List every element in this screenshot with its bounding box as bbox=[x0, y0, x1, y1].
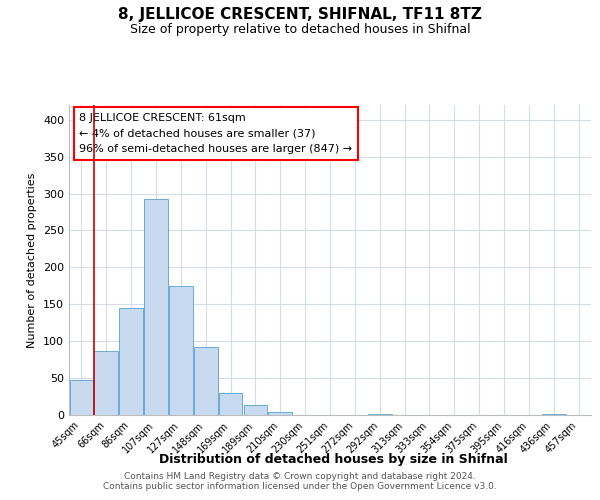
Text: Distribution of detached houses by size in Shifnal: Distribution of detached houses by size … bbox=[158, 452, 508, 466]
Bar bbox=[194, 347, 218, 415]
Text: 8, JELLICOE CRESCENT, SHIFNAL, TF11 8TZ: 8, JELLICOE CRESCENT, SHIFNAL, TF11 8TZ bbox=[118, 8, 482, 22]
Bar bbox=[368, 414, 392, 415]
Bar bbox=[70, 380, 93, 415]
Text: Size of property relative to detached houses in Shifnal: Size of property relative to detached ho… bbox=[130, 22, 470, 36]
Bar bbox=[144, 200, 168, 415]
Bar bbox=[94, 351, 118, 415]
Bar bbox=[169, 286, 193, 415]
Bar bbox=[542, 414, 566, 415]
Text: Contains public sector information licensed under the Open Government Licence v3: Contains public sector information licen… bbox=[103, 482, 497, 491]
Bar bbox=[119, 308, 143, 415]
Bar bbox=[219, 393, 242, 415]
Bar bbox=[268, 412, 292, 415]
Bar bbox=[244, 404, 267, 415]
Text: Contains HM Land Registry data © Crown copyright and database right 2024.: Contains HM Land Registry data © Crown c… bbox=[124, 472, 476, 481]
Text: 8 JELLICOE CRESCENT: 61sqm
← 4% of detached houses are smaller (37)
96% of semi-: 8 JELLICOE CRESCENT: 61sqm ← 4% of detac… bbox=[79, 113, 353, 154]
Y-axis label: Number of detached properties: Number of detached properties bbox=[28, 172, 37, 348]
